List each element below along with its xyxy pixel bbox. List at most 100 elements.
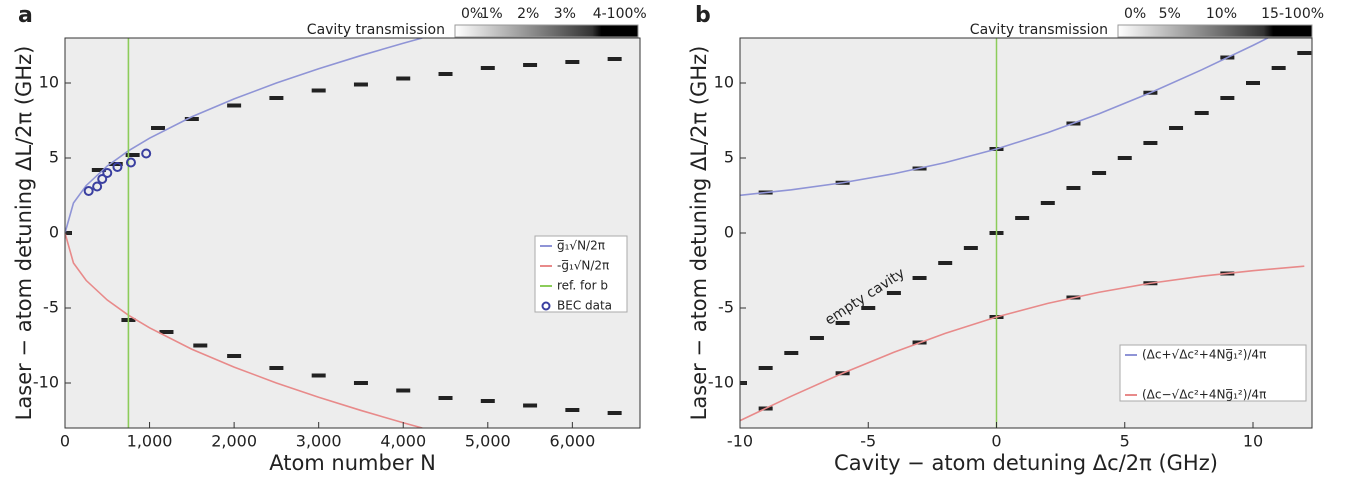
transmission-peak (269, 96, 284, 100)
y-tick-label: 5 (49, 148, 59, 167)
transmission-peak (1246, 81, 1261, 85)
transmission-peak (353, 381, 368, 385)
transmission-peak (607, 57, 622, 61)
transmission-peak (311, 88, 326, 93)
legend-label: g̅₁√N/2π (557, 239, 605, 253)
x-tick-label: 3,000 (296, 432, 342, 451)
transmission-peak (269, 366, 284, 370)
transmission-peak (159, 330, 174, 334)
legend-swatch (541, 301, 551, 311)
colorbar (1117, 24, 1313, 38)
data-point (92, 181, 103, 192)
transmission-peak (938, 261, 953, 265)
curve (740, 265, 1305, 422)
transmission-peak (565, 60, 580, 64)
transmission-peak (886, 291, 901, 295)
legend-box (534, 235, 628, 313)
y-tick-label: -10 (33, 373, 59, 392)
transmission-peak (438, 396, 453, 400)
transmission-peak (963, 246, 978, 250)
colorbar-title: Cavity transmission (307, 22, 445, 38)
data-point (97, 174, 108, 184)
y-tick-label: 0 (724, 223, 734, 242)
transmission-peak (523, 403, 538, 408)
transmission-peak (1092, 171, 1107, 175)
transmission-peak (861, 306, 876, 310)
data-point (102, 168, 113, 178)
transmission-peak (480, 399, 495, 403)
x-tick-label: 0 (60, 432, 70, 451)
legend-label: (Δc−√Δc²+4Ng̅₁²)/4π (1142, 388, 1266, 402)
y-tick-label: 10 (714, 73, 734, 92)
x-tick-label: 6,000 (549, 432, 595, 451)
transmission-peak (1143, 141, 1158, 145)
transmission-peak (1194, 111, 1209, 115)
transmission-peak (353, 82, 368, 87)
transmission-peak (396, 76, 411, 81)
panel-letter: a (18, 3, 33, 28)
transmission-peak (438, 72, 453, 76)
x-tick-label: 5 (1120, 432, 1130, 451)
colorbar-label: 2% (517, 6, 539, 22)
x-axis-label: Cavity − atom detuning Δc/2π (GHz) (834, 451, 1218, 475)
y-tick-label: -5 (43, 298, 59, 317)
colorbar-label: 0% (461, 6, 483, 22)
x-axis-label: Atom number N (269, 451, 436, 475)
panel-letter: b (695, 3, 711, 28)
transmission-peak (912, 276, 927, 280)
transmission-peak (758, 366, 773, 370)
transmission-peak (565, 408, 580, 412)
transmission-peak (311, 373, 326, 378)
x-tick-label: 1,000 (127, 432, 173, 451)
transmission-peak (125, 153, 140, 157)
transmission-peak (193, 343, 208, 348)
colorbar-title: Cavity transmission (970, 22, 1108, 38)
transmission-peak (1015, 216, 1030, 220)
transmission-peak (184, 117, 199, 121)
transmission-peak (227, 103, 242, 108)
plot-clip (740, 38, 1312, 428)
y-tick-label: -10 (708, 373, 734, 392)
legend-label: BEC data (557, 299, 612, 313)
data-point (125, 157, 136, 168)
y-tick-label: 10 (39, 73, 59, 92)
transmission-peak (151, 126, 166, 130)
transmission-peak (1066, 186, 1081, 190)
colorbar-label: 1% (480, 6, 502, 22)
data-point (112, 162, 123, 172)
y-axis-label: Laser − atom detuning ΔL/2π (GHz) (12, 46, 36, 421)
colorbar-label: 10% (1206, 6, 1237, 22)
y-tick-label: -5 (718, 298, 734, 317)
x-tick-label: -5 (860, 432, 876, 451)
colorbar-label: 15-100% (1261, 6, 1324, 22)
curve (65, 38, 423, 234)
colorbar-label: 3% (554, 6, 576, 22)
x-tick-label: 5,000 (465, 432, 511, 451)
y-axis-label: Laser − atom detuning ΔL/2π (GHz) (687, 46, 711, 421)
colorbar-label: 5% (1159, 6, 1181, 22)
transmission-peak (91, 168, 106, 172)
curve (65, 232, 423, 428)
y-tick-label: 0 (49, 223, 59, 242)
legend-box (1119, 344, 1307, 402)
transmission-peak (1220, 96, 1235, 100)
curve (740, 38, 1270, 197)
x-tick-label: 0 (991, 432, 1001, 451)
legend-label: -g̅₁√N/2π (557, 259, 609, 273)
transmission-peak (1169, 126, 1184, 130)
transmission-peak (835, 321, 850, 325)
transmission-peak (396, 388, 411, 393)
transmission-peak (1117, 156, 1132, 160)
transmission-peak (1297, 51, 1312, 55)
transmission-peak (523, 63, 538, 67)
transmission-peak (1271, 66, 1286, 70)
x-tick-label: 4,000 (380, 432, 426, 451)
plot-background (65, 38, 640, 428)
transmission-peak (227, 354, 242, 358)
colorbar-label: 0% (1124, 6, 1146, 22)
colorbar-label: 4-100% (593, 6, 647, 22)
y-tick-label: 5 (724, 148, 734, 167)
legend-label: ref. for b (557, 279, 608, 293)
transmission-peak (809, 336, 824, 340)
x-tick-label: -10 (727, 432, 753, 451)
